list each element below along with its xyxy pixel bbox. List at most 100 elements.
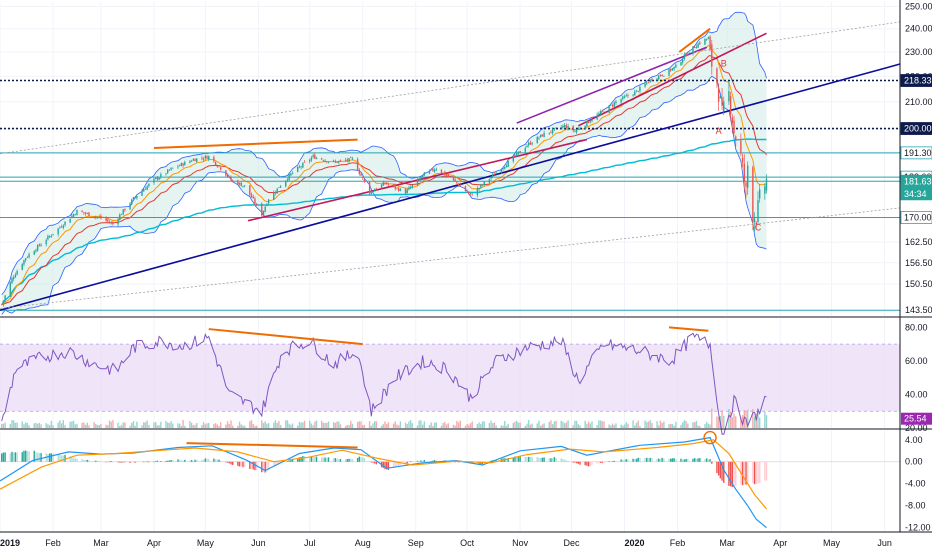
- candle-body[interactable]: [671, 68, 674, 71]
- candle-body[interactable]: [122, 209, 124, 215]
- candle-body[interactable]: [112, 222, 114, 224]
- candle-body[interactable]: [201, 157, 203, 159]
- candle-body[interactable]: [153, 178, 155, 183]
- candle-body[interactable]: [155, 177, 157, 179]
- candle-body[interactable]: [442, 172, 444, 174]
- candle-body[interactable]: [500, 170, 503, 173]
- candle-body[interactable]: [308, 159, 311, 162]
- candle-body[interactable]: [382, 182, 384, 186]
- candle-body[interactable]: [213, 156, 215, 162]
- trendline[interactable]: [0, 207, 901, 309]
- candle-body[interactable]: [646, 82, 648, 84]
- candle-body[interactable]: [240, 182, 242, 187]
- candle-body[interactable]: [757, 200, 759, 223]
- candle-body[interactable]: [579, 128, 581, 130]
- candle-body[interactable]: [411, 184, 414, 187]
- candle-body[interactable]: [723, 101, 725, 112]
- candle-body[interactable]: [728, 91, 730, 102]
- candle-body[interactable]: [338, 161, 340, 163]
- candle-body[interactable]: [220, 167, 222, 170]
- candle-body[interactable]: [387, 184, 390, 186]
- rsi-divergence-line[interactable]: [208, 328, 363, 346]
- candle-body[interactable]: [601, 110, 603, 112]
- candle-body[interactable]: [599, 111, 602, 114]
- candle-body[interactable]: [512, 155, 515, 162]
- candle-body[interactable]: [699, 42, 701, 45]
- candle-body[interactable]: [48, 236, 51, 238]
- candle-body[interactable]: [627, 95, 629, 96]
- candle-body[interactable]: [218, 165, 220, 167]
- candle-body[interactable]: [536, 136, 538, 144]
- candle-body[interactable]: [243, 185, 246, 187]
- candle-body[interactable]: [190, 161, 193, 162]
- candle-body[interactable]: [743, 163, 745, 182]
- candle-body[interactable]: [158, 177, 160, 180]
- candle-body[interactable]: [320, 158, 323, 160]
- candle-body[interactable]: [408, 187, 410, 190]
- candle-body[interactable]: [180, 163, 183, 166]
- candle-body[interactable]: [124, 208, 126, 211]
- candle-body[interactable]: [553, 128, 556, 129]
- candle-body[interactable]: [168, 169, 171, 171]
- candle-body[interactable]: [481, 184, 484, 186]
- candle-body[interactable]: [262, 210, 265, 216]
- candle-body[interactable]: [504, 166, 506, 169]
- candle-body[interactable]: [613, 102, 615, 107]
- candle-body[interactable]: [119, 214, 121, 220]
- candle-body[interactable]: [471, 194, 473, 196]
- candle-body[interactable]: [733, 120, 735, 133]
- candle-body[interactable]: [575, 130, 578, 133]
- candle-body[interactable]: [21, 264, 23, 270]
- candle-body[interactable]: [526, 145, 528, 148]
- candle-body[interactable]: [206, 156, 208, 159]
- candle-body[interactable]: [385, 182, 388, 185]
- candle-body[interactable]: [584, 125, 586, 129]
- candle-body[interactable]: [95, 216, 97, 218]
- candle-body[interactable]: [572, 125, 574, 131]
- candle-body[interactable]: [418, 178, 420, 180]
- candle-body[interactable]: [290, 173, 292, 176]
- candle-body[interactable]: [468, 191, 470, 194]
- candle-body[interactable]: [16, 271, 18, 275]
- candle-body[interactable]: [196, 158, 198, 163]
- candle-body[interactable]: [356, 159, 359, 171]
- candle-body[interactable]: [192, 159, 195, 161]
- candle-body[interactable]: [96, 216, 99, 218]
- candle-body[interactable]: [351, 158, 354, 160]
- candle-body[interactable]: [286, 179, 289, 181]
- candle-body[interactable]: [741, 157, 744, 163]
- candle-body[interactable]: [254, 198, 256, 204]
- candle-body[interactable]: [375, 188, 378, 190]
- candle-body[interactable]: [490, 177, 492, 179]
- candle-body[interactable]: [747, 165, 749, 188]
- candle-body[interactable]: [172, 167, 174, 169]
- candle-body[interactable]: [59, 227, 61, 229]
- candle-body[interactable]: [392, 184, 395, 186]
- candle-body[interactable]: [430, 169, 432, 170]
- candle-body[interactable]: [380, 184, 383, 189]
- candle-body[interactable]: [100, 215, 102, 219]
- candle-body[interactable]: [651, 79, 653, 81]
- candle-body[interactable]: [432, 168, 434, 171]
- candle-body[interactable]: [285, 180, 287, 187]
- candle-body[interactable]: [334, 161, 337, 163]
- candle-body[interactable]: [146, 186, 148, 190]
- candle-body[interactable]: [560, 127, 562, 129]
- candle-body[interactable]: [717, 88, 720, 102]
- candle-body[interactable]: [170, 168, 172, 170]
- candle-body[interactable]: [693, 47, 696, 48]
- candle-body[interactable]: [615, 101, 617, 104]
- candle-body[interactable]: [731, 117, 734, 124]
- candle-body[interactable]: [550, 132, 552, 133]
- candle-body[interactable]: [548, 132, 550, 134]
- candle-body[interactable]: [60, 226, 63, 228]
- candle-body[interactable]: [444, 171, 446, 176]
- candle-body[interactable]: [647, 82, 650, 84]
- candle-body[interactable]: [360, 173, 362, 176]
- candle-body[interactable]: [315, 157, 318, 159]
- candle-body[interactable]: [105, 217, 107, 221]
- candle-body[interactable]: [202, 158, 205, 160]
- candle-body[interactable]: [177, 166, 179, 168]
- candle-body[interactable]: [302, 162, 304, 168]
- candle-body[interactable]: [577, 128, 580, 130]
